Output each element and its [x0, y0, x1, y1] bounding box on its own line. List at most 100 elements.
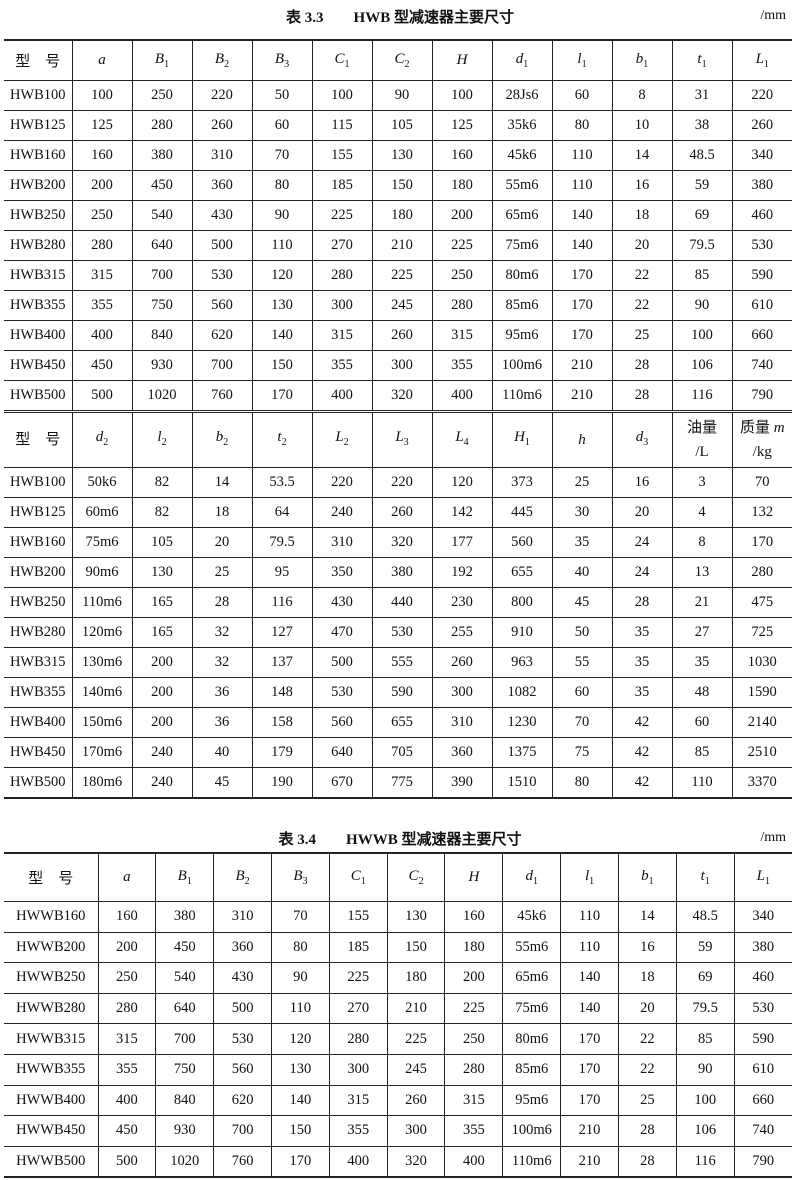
- header-text: 型 号: [28, 871, 74, 887]
- value-cell: 300: [386, 1115, 446, 1147]
- value-cell: 8: [671, 527, 733, 558]
- value-cell: 225: [444, 992, 504, 1025]
- value-cell: 150m6: [71, 707, 133, 738]
- value-cell: 1590: [731, 677, 792, 708]
- value-cell: 32: [191, 617, 253, 648]
- value-cell: 1510: [491, 767, 553, 799]
- value-cell: 90: [270, 962, 330, 994]
- value-cell: 31: [671, 80, 733, 111]
- header-subscript: 1: [589, 876, 595, 887]
- value-cell: 42: [611, 707, 673, 738]
- value-cell: 270: [311, 230, 373, 261]
- value-cell: 380: [371, 557, 433, 588]
- value-cell: 110m6: [71, 587, 133, 618]
- value-cell: 21: [671, 587, 733, 618]
- value-cell: 315: [328, 1084, 388, 1117]
- header-subscript: 2: [161, 437, 167, 448]
- value-cell: 60m6: [71, 497, 133, 528]
- table-row: HWB160 75m6 105 20 79.5 310 320 177 560 35 24 8 170: [4, 527, 792, 558]
- header-symbol: B: [274, 51, 285, 67]
- table-row: HWB160 160 380 310 70 155 130 160 45k6 110 14 48.5 3…: [4, 140, 792, 171]
- header-text: 质量: [739, 420, 774, 436]
- value-cell: 28: [617, 1145, 677, 1178]
- value-cell: 430: [191, 200, 253, 231]
- value-cell: 192: [431, 557, 493, 588]
- header-symbol: L: [395, 429, 404, 445]
- value-cell: 24: [611, 557, 673, 588]
- value-cell: 450: [131, 170, 193, 201]
- header-symbol: a: [123, 869, 131, 885]
- value-cell: 170: [560, 1053, 619, 1086]
- value-cell: 59: [671, 170, 733, 201]
- model-cell: HWWB315: [4, 1023, 99, 1055]
- column-header: 型 号: [4, 39, 73, 81]
- column-header: L3: [371, 410, 433, 468]
- value-cell: 50: [551, 617, 613, 648]
- value-cell: 225: [328, 962, 388, 994]
- value-cell: 590: [371, 677, 433, 708]
- value-cell: 75m6: [502, 992, 562, 1025]
- value-cell: 540: [131, 200, 193, 231]
- column-header: t1: [675, 852, 735, 902]
- value-cell: 790: [731, 380, 792, 412]
- header-symbol: l: [577, 51, 582, 67]
- header-subscript: 2: [418, 876, 424, 887]
- model-cell: HWWB355: [4, 1053, 99, 1086]
- header-subscript: 1: [581, 59, 587, 70]
- value-cell: 310: [431, 707, 493, 738]
- model-cell: HWWB250: [4, 962, 99, 994]
- value-cell: 220: [191, 80, 253, 111]
- header-subscript: 1: [344, 59, 350, 70]
- value-cell: 200: [444, 962, 504, 994]
- value-cell: 130: [270, 1053, 330, 1086]
- header-symbol: t: [277, 429, 282, 445]
- value-cell: 42: [611, 737, 673, 768]
- value-cell: 500: [311, 647, 373, 678]
- value-cell: 180m6: [71, 767, 133, 799]
- value-cell: 95m6: [491, 320, 553, 351]
- value-cell: 660: [731, 320, 792, 351]
- value-cell: 180: [386, 962, 446, 994]
- value-cell: 440: [371, 587, 433, 618]
- value-cell: 110: [560, 901, 619, 933]
- header-symbol: B: [235, 868, 245, 884]
- value-cell: 105: [131, 527, 193, 558]
- value-cell: 116: [675, 1145, 735, 1178]
- column-header: C1: [328, 852, 388, 902]
- value-cell: 140: [251, 320, 313, 351]
- value-cell: 450: [155, 931, 215, 964]
- value-cell: 460: [731, 200, 792, 231]
- value-cell: 280: [731, 557, 792, 588]
- column-header: B2: [213, 852, 272, 902]
- value-cell: 210: [386, 992, 446, 1025]
- table-row: HWWB400 400 840 620 140 315 260 315 95m6 170 25 100…: [4, 1084, 792, 1117]
- value-cell: 64: [251, 497, 313, 528]
- table-row: HWWB250 250 540 430 90 225 180 200 65m6 140 18 69 46…: [4, 962, 792, 994]
- table-3-3-unit: /mm: [760, 8, 786, 23]
- model-cell: HWB450: [4, 737, 73, 768]
- value-cell: 28: [611, 350, 673, 381]
- value-cell: 655: [371, 707, 433, 738]
- value-cell: 610: [733, 1053, 792, 1086]
- column-header: 型 号: [4, 410, 73, 468]
- value-cell: 560: [213, 1053, 272, 1086]
- header-symbol: d: [635, 429, 644, 445]
- value-cell: 210: [560, 1145, 619, 1178]
- value-cell: 120: [251, 260, 313, 291]
- value-cell: 280: [444, 1053, 504, 1086]
- value-cell: 963: [491, 647, 553, 678]
- value-cell: 930: [131, 350, 193, 381]
- model-cell: HWB315: [4, 260, 73, 291]
- value-cell: 100: [675, 1084, 735, 1117]
- value-cell: 100m6: [502, 1115, 562, 1147]
- column-header: B1: [155, 852, 215, 902]
- value-cell: 315: [431, 320, 493, 351]
- column-header: t1: [671, 39, 733, 81]
- value-cell: 530: [731, 230, 792, 261]
- table-row: HWB500 500 1020 760 170 400 320 400 110m6 210 28 11…: [4, 380, 792, 412]
- value-cell: 170: [551, 320, 613, 351]
- value-cell: 40: [191, 737, 253, 768]
- value-cell: 200: [131, 677, 193, 708]
- value-cell: 930: [155, 1115, 215, 1147]
- header-subscript: 1: [360, 876, 366, 887]
